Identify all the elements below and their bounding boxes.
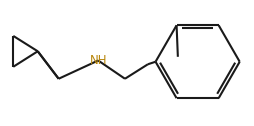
Text: NH: NH: [89, 54, 106, 67]
